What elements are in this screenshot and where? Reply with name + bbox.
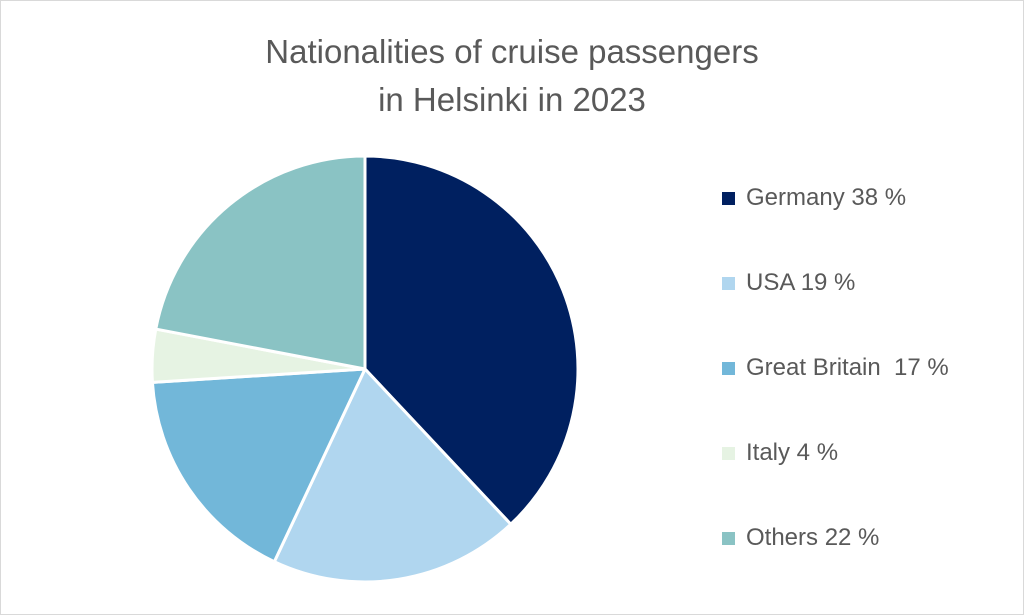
pie-slice-usa <box>272 367 513 584</box>
chart-title-line-2: in Helsinki in 2023 <box>378 81 646 118</box>
legend-label-italy: Italy 4 % <box>746 439 839 466</box>
chart-title: Nationalities of cruise passengers in He… <box>0 28 1024 124</box>
legend-label-others: Others 22 % <box>746 524 880 551</box>
legend-swatch-great-britain <box>722 362 735 375</box>
pie-slice-germany <box>363 154 580 526</box>
legend-swatch-italy <box>722 447 735 460</box>
pie-slices <box>150 154 580 584</box>
legend-swatch-usa <box>722 277 735 290</box>
legend-label-germany: Germany 38 % <box>746 184 907 211</box>
legend-label-great-britain: Great Britain 17 % <box>746 354 949 381</box>
legend-label-usa: USA 19 % <box>746 269 856 296</box>
legend-swatch-others <box>722 532 735 545</box>
chart-title-line-1: Nationalities of cruise passengers <box>265 33 759 70</box>
pie-slice-others <box>154 154 367 371</box>
pie-slice-great-britain <box>150 367 367 564</box>
legend-swatch-germany <box>722 192 735 205</box>
